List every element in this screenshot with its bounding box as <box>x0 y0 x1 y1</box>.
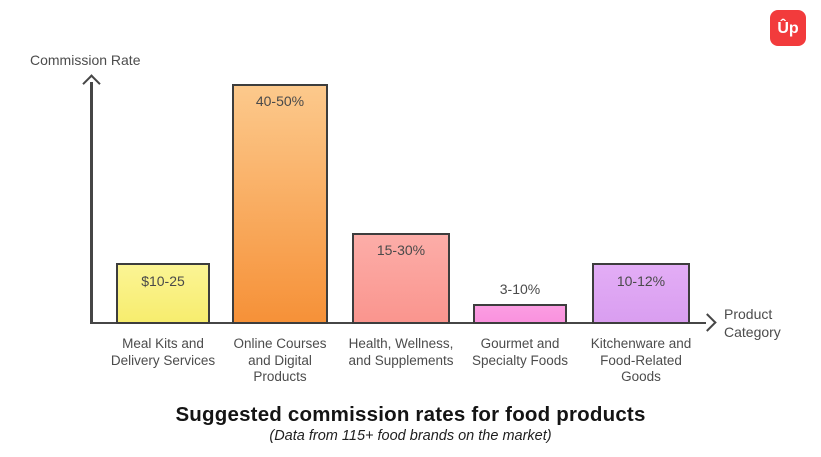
logo-up-icon: Ûp <box>777 19 799 37</box>
chart-title: Suggested commission rates for food prod… <box>175 403 646 426</box>
x-axis-label: Product Category <box>724 306 781 340</box>
bar-value-label: 40-50% <box>255 93 305 109</box>
bar-value-label: 15-30% <box>376 242 426 258</box>
category-label-meal-kits: Meal Kits and Delivery Services <box>110 336 216 368</box>
bar-kitchenware-food-goods <box>592 263 690 324</box>
chart-subtitle: (Data from 115+ food brands on the marke… <box>269 428 552 444</box>
bar-value-label: $10-25 <box>141 273 185 289</box>
bar-gourmet-specialty-foods <box>473 304 567 324</box>
y-axis-arrow-icon <box>81 74 101 93</box>
bar-value-label: 10-12% <box>616 273 666 289</box>
bar-online-courses-digital <box>232 84 328 324</box>
x-axis-arrow-icon <box>698 313 717 332</box>
bar-health-wellness-supplements <box>352 233 450 324</box>
uppromote-logo: Ûp <box>770 10 806 46</box>
y-axis-label: Commission Rate <box>30 52 141 68</box>
category-label-gourmet-foods: Gourmet and Specialty Foods <box>471 336 569 368</box>
category-label-kitchenware: Kitchenware and Food-Related Goods <box>590 336 692 384</box>
category-label-online-courses: Online Courses and Digital Products <box>233 336 327 384</box>
category-label-health-wellness: Health, Wellness, and Supplements <box>348 336 454 368</box>
y-axis-line <box>90 82 93 324</box>
bar-value-label: 3-10% <box>499 281 541 297</box>
bar-meal-kits-delivery <box>116 263 210 324</box>
